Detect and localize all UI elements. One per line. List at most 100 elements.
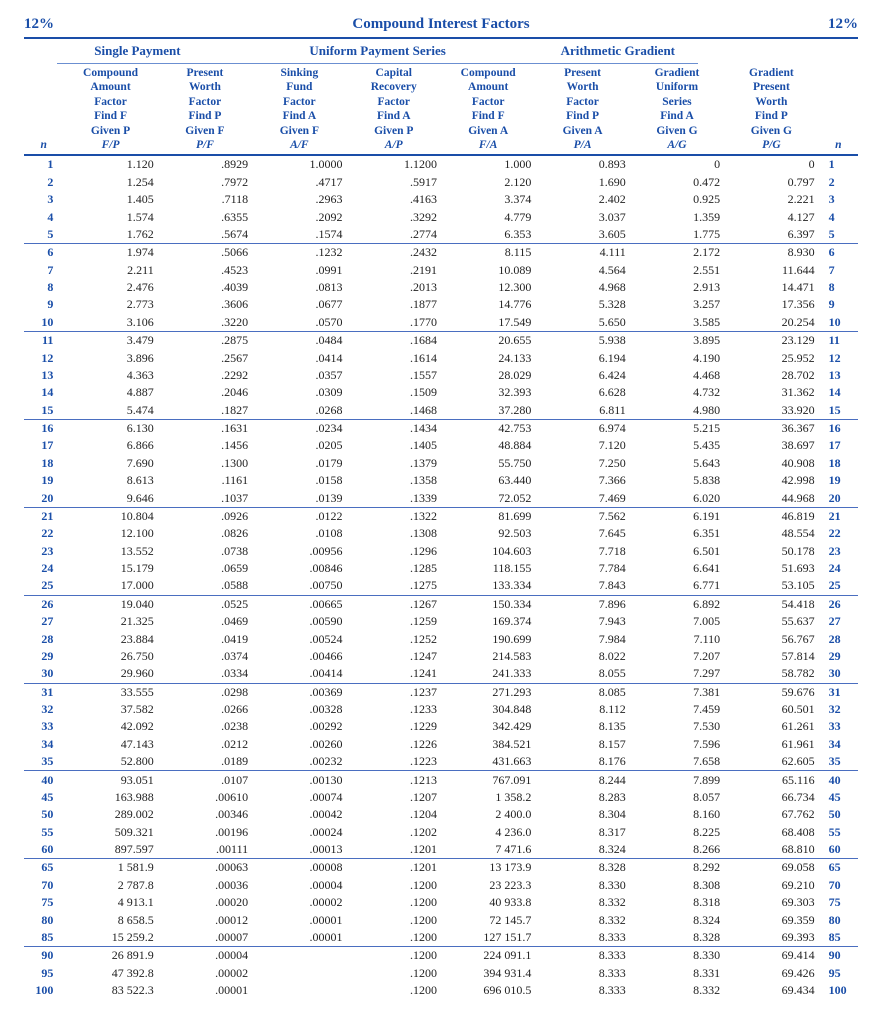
- cell-value: .1200: [347, 911, 441, 928]
- cell-value: 10.089: [441, 262, 535, 279]
- table-row: 2721.325.0469.00590.1259169.3747.9437.00…: [24, 613, 858, 630]
- cell-value: 8.333: [535, 982, 629, 999]
- cell-value: 8.160: [630, 806, 724, 823]
- cell-value: .0158: [252, 472, 346, 489]
- cell-value: 4.779: [441, 208, 535, 225]
- cell-value: 59.676: [724, 683, 818, 701]
- cell-value: 342.429: [441, 718, 535, 735]
- cell-value: 7.596: [630, 736, 724, 753]
- cell-n-right: 28: [819, 630, 858, 647]
- cell-value: .2567: [158, 349, 252, 366]
- cell-value: 7.120: [535, 437, 629, 454]
- cell-value: .1232: [252, 244, 346, 262]
- cell-value: 6.424: [535, 367, 629, 384]
- cell-value: 6.353: [441, 226, 535, 244]
- cell-value: .00590: [252, 613, 346, 630]
- cell-value: 7.005: [630, 613, 724, 630]
- cell-n-right: 26: [819, 595, 858, 613]
- cell-value: 8.244: [535, 771, 629, 789]
- cell-n-right: 85: [819, 929, 858, 947]
- cell-n: 3: [24, 191, 63, 208]
- cell-value: 53.105: [724, 577, 818, 595]
- cell-value: .00956: [252, 543, 346, 560]
- cell-value: 7.984: [535, 630, 629, 647]
- table-row: 144.887.2046.0309.150932.3936.6284.73231…: [24, 384, 858, 401]
- cell-n-right: 65: [819, 859, 858, 877]
- cell-value: 67.762: [724, 806, 818, 823]
- table-row: 155.474.1827.0268.146837.2806.8114.98033…: [24, 402, 858, 420]
- cell-value: 3.374: [441, 191, 535, 208]
- cell-value: 8.324: [535, 841, 629, 859]
- cell-value: 127 151.7: [441, 929, 535, 947]
- cell-n: 50: [24, 806, 63, 823]
- cell-value: 83 522.3: [63, 982, 157, 999]
- cell-value: .1339: [347, 489, 441, 507]
- cell-value: 7.943: [535, 613, 629, 630]
- cell-value: 5.643: [630, 455, 724, 472]
- table-row: 2415.179.0659.00846.1285118.1557.7846.64…: [24, 560, 858, 577]
- cell-n-right: 6: [819, 244, 858, 262]
- cell-value: .1247: [347, 648, 441, 665]
- cell-n-right: 21: [819, 507, 858, 525]
- cell-value: 69.393: [724, 929, 818, 947]
- cell-value: 7.645: [535, 525, 629, 542]
- cell-value: .3606: [158, 296, 252, 313]
- cell-value: 8.292: [630, 859, 724, 877]
- cell-n: 95: [24, 965, 63, 982]
- cell-value: .2963: [252, 191, 346, 208]
- cell-n-right: 10: [819, 314, 858, 332]
- cell-value: 15 259.2: [63, 929, 157, 947]
- cell-value: 696 010.5: [441, 982, 535, 999]
- cell-value: 21.325: [63, 613, 157, 630]
- cell-value: 8.930: [724, 244, 818, 262]
- cell-value: .1200: [347, 947, 441, 965]
- cell-value: .00042: [252, 806, 346, 823]
- cell-value: .8929: [158, 155, 252, 173]
- table-row: 2619.040.0525.00665.1267150.3347.8966.89…: [24, 595, 858, 613]
- cell-value: .1207: [347, 789, 441, 806]
- table-row: 651 581.9.00063.00008.120113 173.98.3288…: [24, 859, 858, 877]
- table-row: 209.646.1037.0139.133972.0527.4696.02044…: [24, 489, 858, 507]
- cell-value: 7.530: [630, 718, 724, 735]
- cell-value: .0525: [158, 595, 252, 613]
- table-row: 60897.597.00111.00013.12017 471.68.3248.…: [24, 841, 858, 859]
- cell-value: .0238: [158, 718, 252, 735]
- cell-value: .0266: [158, 701, 252, 718]
- cell-n-right: 32: [819, 701, 858, 718]
- cell-value: 7.297: [630, 665, 724, 683]
- cell-n-right: 55: [819, 824, 858, 841]
- cell-value: 66.734: [724, 789, 818, 806]
- cell-value: 38.697: [724, 437, 818, 454]
- cell-value: 8.332: [535, 911, 629, 928]
- cell-value: .0357: [252, 367, 346, 384]
- cell-n: 25: [24, 577, 63, 595]
- cell-n-right: 24: [819, 560, 858, 577]
- cell-n: 55: [24, 824, 63, 841]
- cell-n-right: 100: [819, 982, 858, 999]
- cell-n-right: 5: [819, 226, 858, 244]
- cell-value: 8.055: [535, 665, 629, 683]
- cell-n-right: 7: [819, 262, 858, 279]
- cell-value: .6355: [158, 208, 252, 225]
- table-row: 3029.960.0334.00414.1241241.3338.0557.29…: [24, 665, 858, 683]
- cell-value: .0205: [252, 437, 346, 454]
- cell-value: 1.120: [63, 155, 157, 173]
- cell-value: .00007: [158, 929, 252, 947]
- cell-value: 7.899: [630, 771, 724, 789]
- cell-value: 72.052: [441, 489, 535, 507]
- cell-value: 13 173.9: [441, 859, 535, 877]
- cell-value: .00846: [252, 560, 346, 577]
- cell-value: 7.896: [535, 595, 629, 613]
- table-row: 2517.000.0588.00750.1275133.3347.8436.77…: [24, 577, 858, 595]
- cell-value: .00001: [158, 982, 252, 999]
- cell-value: 6.191: [630, 507, 724, 525]
- cell-value: .1201: [347, 841, 441, 859]
- cell-n-right: 13: [819, 367, 858, 384]
- cell-value: .1434: [347, 419, 441, 437]
- cell-value: 190.699: [441, 630, 535, 647]
- cell-n-right: 40: [819, 771, 858, 789]
- cell-value: .1285: [347, 560, 441, 577]
- table-row: 72.211.4523.0991.219110.0894.5642.55111.…: [24, 262, 858, 279]
- table-row: 198.613.1161.0158.135863.4407.3665.83842…: [24, 472, 858, 489]
- cell-n: 27: [24, 613, 63, 630]
